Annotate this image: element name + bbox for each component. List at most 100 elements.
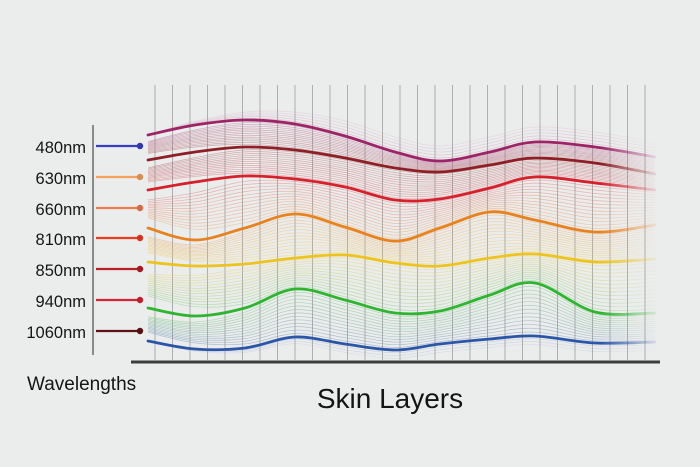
thin-curve bbox=[147, 324, 656, 343]
thin-curve bbox=[147, 251, 656, 265]
thin-curve bbox=[147, 182, 656, 207]
wavelength-row: 810nm bbox=[0, 230, 86, 250]
bold-curves bbox=[146, 118, 657, 352]
thin-curve bbox=[147, 166, 656, 193]
thin-curve bbox=[147, 206, 656, 233]
leader-dot bbox=[136, 142, 144, 150]
wavelength-label-630nm: 630nm bbox=[35, 170, 86, 188]
bold-curve-band-7 bbox=[146, 334, 657, 352]
thin-curve bbox=[147, 278, 656, 308]
wavelength-label-810nm: 810nm bbox=[35, 231, 86, 249]
thin-curve bbox=[147, 153, 656, 179]
thin-curve bbox=[147, 276, 656, 304]
thin-curve bbox=[147, 289, 656, 325]
thin-curve bbox=[147, 142, 656, 172]
thin-curve bbox=[147, 257, 656, 279]
thin-curve bbox=[147, 269, 656, 294]
thin-curve bbox=[147, 138, 656, 170]
wavelength-label-1060nm: 1060nm bbox=[26, 324, 86, 342]
thin-curve bbox=[147, 240, 656, 257]
wavelength-label-940nm: 940nm bbox=[35, 293, 86, 311]
wave-band bbox=[146, 110, 657, 359]
thin-curve bbox=[147, 134, 656, 168]
thin-curve bbox=[147, 331, 656, 348]
thin-curve bbox=[147, 280, 656, 312]
wavelength-label-480nm: 480nm bbox=[35, 139, 86, 157]
wavelength-row: 850nm bbox=[0, 261, 86, 281]
wavelength-row: 1060nm bbox=[0, 323, 86, 343]
thin-curve bbox=[147, 312, 656, 335]
thin-curve bbox=[147, 116, 656, 156]
thin-curve bbox=[147, 230, 656, 252]
thin-curve bbox=[147, 165, 656, 191]
thin-curve bbox=[147, 159, 656, 185]
thin-curve bbox=[147, 209, 656, 239]
wavelength-leader-lines bbox=[96, 142, 144, 335]
bold-curve-band-3 bbox=[146, 174, 657, 203]
wavelength-label-850nm: 850nm bbox=[35, 262, 86, 280]
thin-curve bbox=[147, 245, 656, 260]
thin-curve bbox=[147, 203, 656, 230]
thin-curve bbox=[147, 188, 656, 213]
thin-curve bbox=[147, 133, 656, 167]
bold-curve-band-4 bbox=[146, 210, 657, 243]
bold-curve-band-2 bbox=[146, 145, 657, 176]
thin-curve bbox=[147, 201, 656, 227]
wavelength-row: 630nm bbox=[0, 169, 86, 189]
thin-curve bbox=[147, 305, 656, 332]
thin-curve bbox=[147, 125, 656, 164]
thin-curve bbox=[147, 265, 656, 289]
wavelength-row: 940nm bbox=[0, 292, 86, 312]
thin-curve bbox=[147, 214, 656, 246]
thin-curve bbox=[147, 136, 656, 169]
thin-curve bbox=[147, 114, 656, 153]
thin-curve bbox=[147, 233, 656, 254]
y-axis-title: Wavelengths bbox=[27, 374, 137, 395]
leader-dot bbox=[136, 204, 144, 212]
thin-curve bbox=[147, 127, 656, 165]
thin-curve bbox=[147, 179, 656, 205]
leader-dot bbox=[136, 265, 144, 273]
bold-curve-band-6 bbox=[146, 281, 657, 318]
thin-curve bbox=[147, 196, 656, 222]
wavelength-label-660nm: 660nm bbox=[35, 201, 86, 219]
thin-curve bbox=[147, 221, 656, 248]
thin-curve bbox=[147, 207, 656, 236]
thin-curve bbox=[147, 124, 656, 163]
thin-curve bbox=[147, 301, 656, 330]
thin-curve bbox=[147, 168, 656, 195]
thin-curve bbox=[147, 297, 656, 328]
thin-curve bbox=[147, 131, 656, 167]
leader-dot bbox=[136, 327, 144, 335]
axes bbox=[92, 125, 660, 364]
thin-curve bbox=[147, 340, 656, 356]
thin-curve bbox=[147, 271, 656, 297]
thin-curve bbox=[147, 224, 656, 250]
thin-curve bbox=[147, 185, 656, 210]
thin-curve bbox=[147, 110, 656, 147]
leader-dot bbox=[136, 296, 144, 304]
thin-curve bbox=[147, 285, 656, 323]
thin-curve bbox=[147, 273, 656, 301]
bold-curve-band-5 bbox=[146, 252, 657, 268]
thin-curve bbox=[147, 170, 656, 198]
leader-dot bbox=[136, 234, 144, 242]
thin-curve bbox=[147, 327, 656, 346]
thin-curve bbox=[147, 263, 656, 287]
wavelength-row: 480nm bbox=[0, 138, 86, 158]
thin-curve bbox=[147, 308, 656, 333]
thin-curve bbox=[147, 193, 656, 219]
thin-curve bbox=[147, 140, 656, 171]
leader-dot bbox=[136, 173, 144, 181]
thin-curve bbox=[147, 155, 656, 181]
thin-curve bbox=[147, 293, 656, 326]
thin-curve bbox=[147, 237, 656, 255]
thin-curve bbox=[147, 267, 656, 292]
thin-curve bbox=[147, 112, 656, 150]
thin-curve bbox=[147, 261, 656, 284]
thin-curve bbox=[147, 172, 656, 200]
thin-curve bbox=[147, 151, 656, 177]
thin-curve bbox=[147, 198, 656, 224]
